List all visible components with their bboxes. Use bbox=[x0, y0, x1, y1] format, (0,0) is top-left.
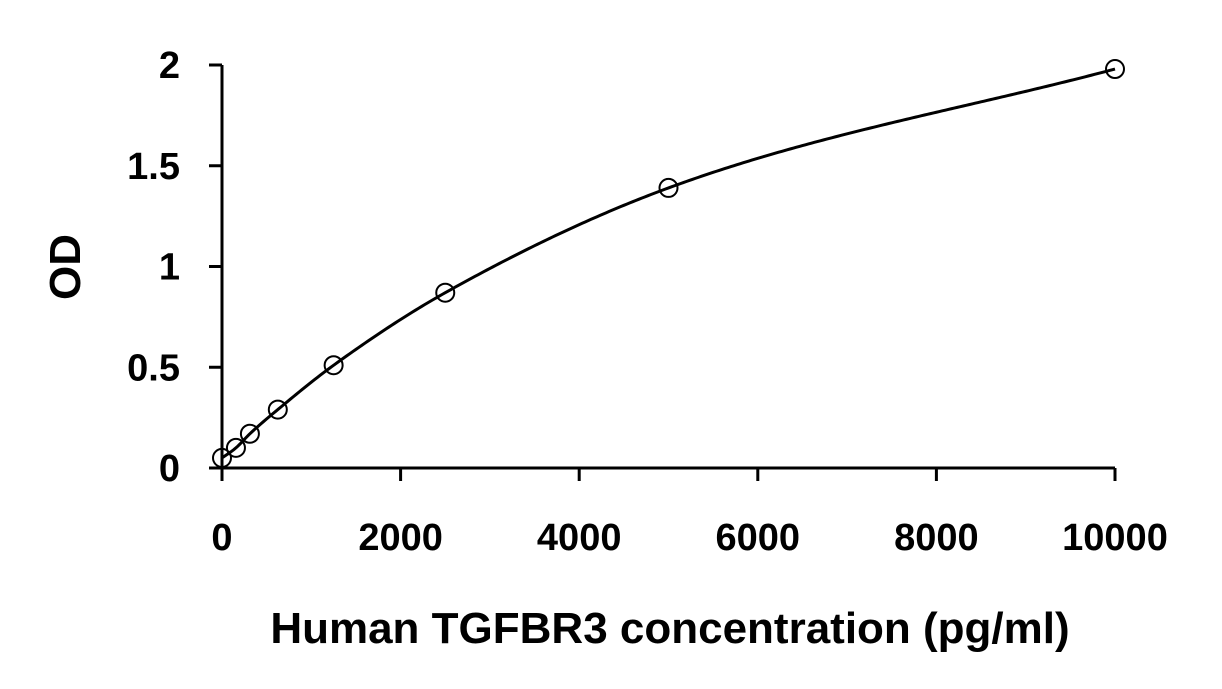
data-point bbox=[225, 437, 246, 458]
fit-curve bbox=[221, 67, 1116, 460]
data-point bbox=[212, 447, 232, 468]
x-tick-label: 0 bbox=[211, 517, 232, 559]
y-axis-title: OD bbox=[41, 234, 90, 300]
data-point bbox=[658, 177, 679, 198]
x-ticks: 0 2000 4000 6000 8000 10000 bbox=[211, 468, 1168, 559]
x-axis-title: Human TGFBR3 concentration (pg/ml) bbox=[270, 604, 1069, 653]
y-tick-label: 1.5 bbox=[127, 146, 180, 188]
x-tick-label: 8000 bbox=[894, 517, 979, 559]
data-point bbox=[435, 282, 456, 303]
data-point bbox=[323, 355, 344, 376]
data-point bbox=[267, 399, 288, 420]
axes bbox=[220, 65, 1115, 470]
x-tick-label: 4000 bbox=[537, 517, 622, 559]
data-point bbox=[239, 423, 260, 444]
y-tick-label: 2 bbox=[159, 45, 180, 87]
x-tick-label: 2000 bbox=[358, 517, 443, 559]
x-tick-label: 6000 bbox=[716, 517, 801, 559]
y-ticks: 0 0.5 1 1.5 2 bbox=[127, 45, 222, 490]
y-tick-label: 1 bbox=[159, 247, 180, 289]
y-tick-label: 0 bbox=[159, 448, 180, 490]
data-point bbox=[1105, 59, 1125, 80]
data-points bbox=[212, 59, 1125, 468]
y-tick-label: 0.5 bbox=[127, 347, 180, 389]
x-tick-label: 10000 bbox=[1062, 517, 1168, 559]
